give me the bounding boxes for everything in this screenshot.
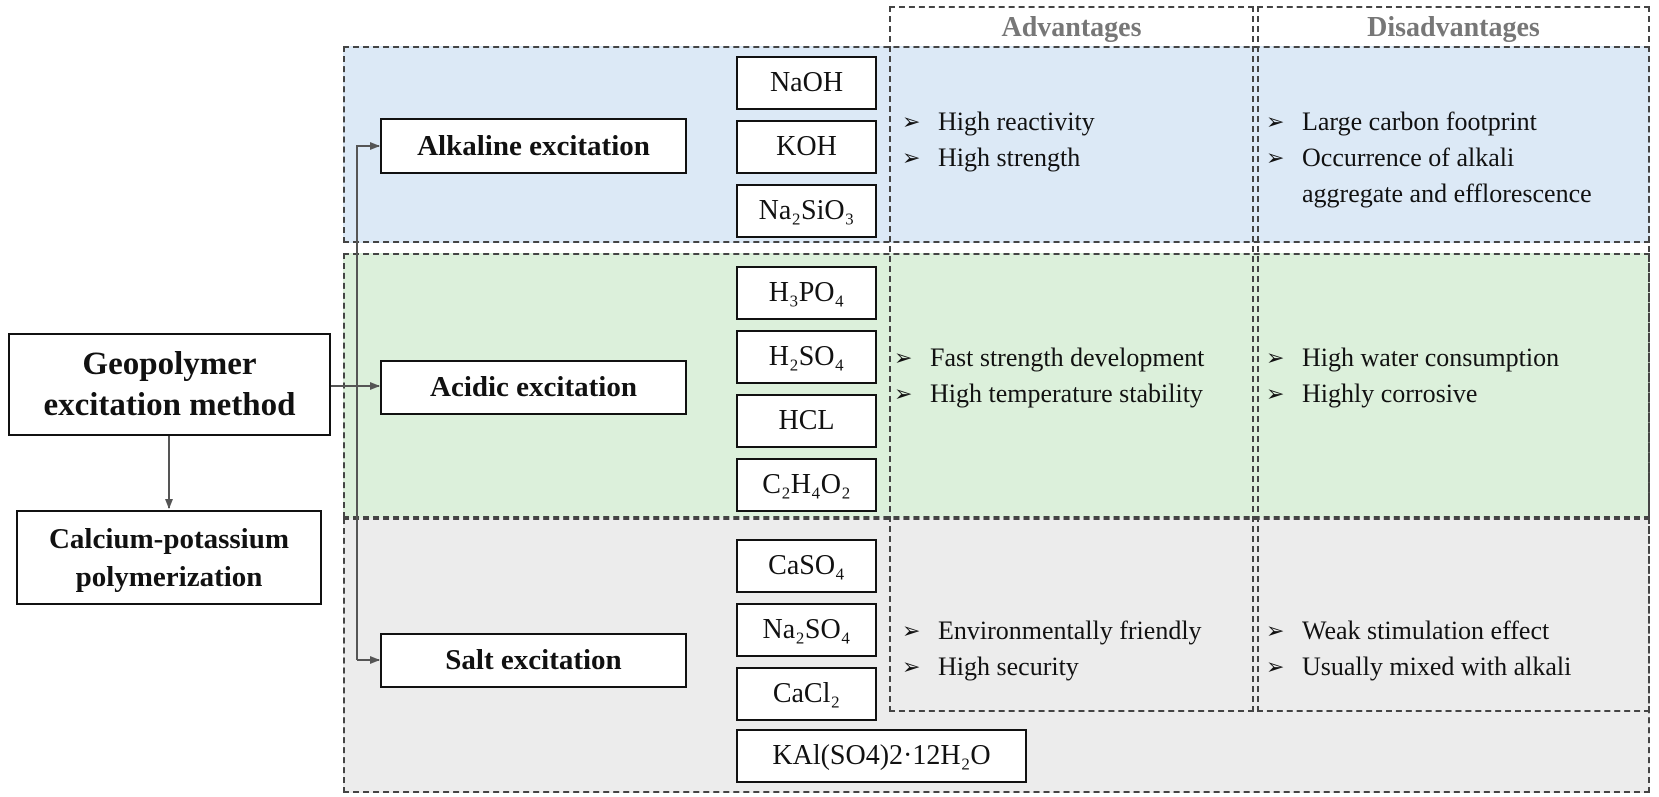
advantages-header: Advantages bbox=[1001, 12, 1142, 43]
geopolymer-method-line2: excitation method bbox=[43, 386, 296, 423]
reagent-box: H₂SO₄ bbox=[736, 330, 877, 384]
arrowhead-bullet-icon: ➢ bbox=[1266, 345, 1285, 370]
geopolymer-method-box: Geopolymer excitation method bbox=[8, 333, 331, 436]
arrowhead-bullet-icon: ➢ bbox=[902, 109, 921, 134]
list-item: ➢ Fast strength development bbox=[888, 340, 1204, 376]
list-item: ➢ High security bbox=[896, 649, 1202, 685]
reagent-box: CaCl₂ bbox=[736, 667, 877, 721]
geopolymer-method-line1: Geopolymer bbox=[82, 345, 257, 382]
disadvantages-column bbox=[1257, 6, 1650, 712]
reagent-box: Na₂SO₄ bbox=[736, 603, 877, 657]
arrowhead-bullet-icon: ➢ bbox=[1266, 109, 1285, 134]
arrowhead-bullet-icon: ➢ bbox=[1266, 145, 1285, 170]
list-item: ➢ High reactivity bbox=[896, 104, 1095, 140]
list-item: ➢ Highly corrosive bbox=[1260, 376, 1559, 412]
alkaline-advantages-list: ➢ High reactivity ➢ High strength bbox=[896, 104, 1095, 176]
list-item: ➢ High water consumption bbox=[1260, 340, 1559, 376]
reagent-box: CaSO₄ bbox=[736, 539, 877, 593]
list-item: ➢ Large carbon footprint bbox=[1260, 104, 1592, 140]
reagent-box: KOH bbox=[736, 120, 877, 174]
calcium-line2: polymerization bbox=[75, 560, 263, 593]
list-item: ➢ High strength bbox=[896, 140, 1095, 176]
acidic-excitation-box: Acidic excitation bbox=[380, 360, 687, 415]
acidic-disadvantages-list: ➢ High water consumption ➢ Highly corrosiv… bbox=[1260, 340, 1559, 412]
arrowhead-bullet-icon: ➢ bbox=[902, 618, 921, 643]
arrowhead-bullet-icon: ➢ bbox=[1266, 654, 1285, 679]
alkaline-disadvantages-list: ➢ Large carbon footprint ➢ Occurrence of a… bbox=[1260, 104, 1592, 212]
advantages-column bbox=[889, 6, 1254, 712]
salt-disadvantages-list: ➢ Weak stimulation effect ➢ Usually mixed … bbox=[1260, 613, 1571, 685]
salt-excitation-box: Salt excitation bbox=[380, 633, 687, 688]
alkaline-excitation-box: Alkaline excitation bbox=[380, 118, 687, 174]
list-item: ➢ High temperature stability bbox=[888, 376, 1204, 412]
calcium-potassium-box: Calcium-potassium polymerization bbox=[16, 510, 322, 605]
arrow-to-alkaline bbox=[356, 142, 380, 660]
arrowhead-bullet-icon: ➢ bbox=[902, 654, 921, 679]
arrowhead-bullet-icon: ➢ bbox=[1266, 618, 1285, 643]
list-item: aggregate and efflorescence bbox=[1302, 179, 1592, 208]
acidic-advantages-list: ➢ Fast strength development ➢ High tempera… bbox=[888, 340, 1204, 412]
calcium-line1: Calcium-potassium bbox=[48, 522, 290, 555]
list-item: ➢ Weak stimulation effect bbox=[1260, 613, 1571, 649]
arrowhead-bullet-icon: ➢ bbox=[894, 381, 913, 406]
reagent-box: NaOH bbox=[736, 56, 877, 110]
reagent-box: Na₂SiO₃ bbox=[736, 184, 877, 238]
arrowhead-bullet-icon: ➢ bbox=[894, 345, 913, 370]
reagent-box: KAl(SO4)2·12H₂O bbox=[736, 729, 1027, 783]
list-item: ➢ Occurrence of alkali bbox=[1260, 140, 1592, 176]
list-item: ➢ Environmentally friendly bbox=[896, 613, 1202, 649]
reagent-box: HCL bbox=[736, 394, 877, 448]
reagent-box: C₂H₄O₂ bbox=[736, 458, 877, 512]
reagent-box: H₃PO₄ bbox=[736, 266, 877, 320]
salt-advantages-list: ➢ Environmentally friendly ➢ High security bbox=[896, 613, 1202, 685]
disadvantages-header: Disadvantages bbox=[1367, 12, 1540, 43]
arrowhead-bullet-icon: ➢ bbox=[902, 145, 921, 170]
arrowhead-bullet-icon: ➢ bbox=[1266, 381, 1285, 406]
list-item: ➢ Usually mixed with alkali bbox=[1260, 649, 1571, 685]
